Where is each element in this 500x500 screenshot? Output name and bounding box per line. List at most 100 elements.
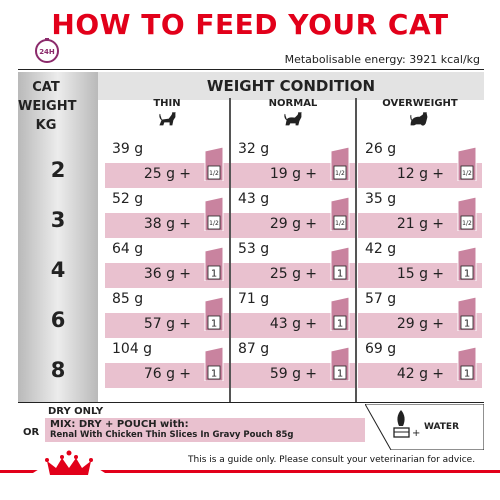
- pouch-icon: 1/2: [457, 147, 477, 181]
- plus-sign: +: [305, 366, 317, 382]
- plus-sign: +: [432, 216, 444, 232]
- metabolisable-energy: Metabolisable energy: 3921 kcal/kg: [284, 53, 480, 66]
- feeding-cell-6kg-normal: 71 g 43 g +1: [231, 288, 355, 338]
- weight-condition-band: [98, 72, 484, 100]
- column-header-normal: NORMAL: [268, 98, 318, 109]
- pouch-quantity: 1/2: [462, 170, 472, 177]
- mix-dry-amount: 57 g: [143, 316, 175, 332]
- pouch-icon: 1/2: [204, 147, 224, 181]
- feeding-cell-4kg-normal: 53 g 25 g +1: [231, 238, 355, 288]
- dry-amount: 43 g: [238, 191, 270, 207]
- overweight-cat-icon: [410, 112, 428, 126]
- mix-dry-amount: 38 g: [143, 216, 175, 232]
- pouch-quantity: 1: [211, 369, 217, 380]
- svg-text:+: +: [412, 428, 420, 439]
- pouch-quantity: 1/2: [335, 220, 345, 227]
- cat-weight-column: [18, 72, 98, 402]
- plus-sign: +: [305, 166, 317, 182]
- pouch-quantity: 1/2: [209, 220, 219, 227]
- feeding-cell-4kg-thin: 64 g 36 g +1: [105, 238, 229, 288]
- cat-weight-header: CAT WEIGHT KG: [18, 78, 77, 135]
- plus-sign: +: [305, 216, 317, 232]
- water-legend: +: [365, 404, 484, 450]
- clock-24h-icon: 24H: [35, 38, 59, 63]
- feeding-cell-2kg-thin: 39 g 25 g +1/2: [105, 138, 229, 188]
- pouch-icon: 1/2: [330, 197, 350, 231]
- pouch-quantity: 1: [464, 319, 470, 330]
- dry-amount: 64 g: [112, 241, 144, 257]
- pouch-icon: 1: [204, 347, 224, 381]
- mix-dry-amount: 25 g: [269, 266, 301, 282]
- pouch-icon: 1: [204, 247, 224, 281]
- pouch-icon: 1/2: [457, 197, 477, 231]
- pouch-quantity: 1: [464, 369, 470, 380]
- feeding-cell-6kg-thin: 85 g 57 g +1: [105, 288, 229, 338]
- feeding-cell-6kg-overweight: 57 g 29 g +1: [358, 288, 482, 338]
- pouch-icon: 1: [330, 347, 350, 381]
- dry-amount: 32 g: [238, 141, 270, 157]
- mix-dry-amount: 29 g: [269, 216, 301, 232]
- cat-weight-header-line3: KG: [35, 118, 57, 133]
- thin-cat-icon: [159, 112, 176, 126]
- plus-sign: +: [179, 366, 191, 382]
- pouch-quantity: 1: [337, 269, 343, 280]
- feeding-cell-2kg-overweight: 26 g 12 g +1/2: [358, 138, 482, 188]
- weight-label-2: 2: [50, 158, 66, 182]
- column-header-thin: THIN: [153, 98, 181, 109]
- plus-sign: +: [432, 366, 444, 382]
- feeding-cell-3kg-normal: 43 g 29 g +1/2: [231, 188, 355, 238]
- cat-weight-header-line2: WEIGHT: [18, 99, 77, 114]
- pouch-quantity: 1: [337, 369, 343, 380]
- pouch-quantity: 1: [464, 269, 470, 280]
- mix-dry-amount: 29 g: [396, 316, 428, 332]
- mix-dry-amount: 42 g: [396, 366, 428, 382]
- page-title: HOW TO FEED YOUR CAT: [51, 8, 449, 41]
- feeding-cell-3kg-overweight: 35 g 21 g +1/2: [358, 188, 482, 238]
- pouch-quantity: 1/2: [209, 170, 219, 177]
- mix-dry-amount: 43 g: [269, 316, 301, 332]
- disclaimer: This is a guide only. Please consult you…: [188, 455, 476, 465]
- pouch-quantity: 1/2: [335, 170, 345, 177]
- mix-dry-amount: 25 g: [143, 166, 175, 182]
- feeding-cell-4kg-overweight: 42 g 15 g +1: [358, 238, 482, 288]
- plus-sign: +: [305, 316, 317, 332]
- brand-crown-logo: [26, 450, 112, 478]
- legend-water: WATER: [424, 422, 460, 432]
- dry-amount: 39 g: [112, 141, 144, 157]
- pouch-icon: 1/2: [330, 147, 350, 181]
- pouch-icon: 1: [457, 297, 477, 331]
- weight-label-6: 6: [50, 308, 66, 332]
- mix-dry-amount: 36 g: [143, 266, 175, 282]
- dry-amount: 42 g: [365, 241, 397, 257]
- legend-mix-band: [45, 418, 365, 442]
- pouch-quantity: 1/2: [462, 220, 472, 227]
- legend-mix: MIX: DRY + POUCH with:: [50, 419, 189, 430]
- pouch-icon: 1: [204, 297, 224, 331]
- cat-weight-header-line1: CAT: [32, 80, 60, 95]
- weight-label-3: 3: [50, 208, 66, 232]
- feeding-cell-8kg-normal: 87 g 59 g +1: [231, 338, 355, 388]
- feeding-cell-8kg-thin: 104 g 76 g +1: [105, 338, 229, 388]
- column-header-overweight: OVERWEIGHT: [382, 98, 458, 109]
- clock-label: 24H: [39, 48, 55, 56]
- mix-dry-amount: 21 g: [396, 216, 428, 232]
- dry-amount: 35 g: [365, 191, 397, 207]
- top-divider: [18, 69, 484, 70]
- plus-sign: +: [179, 316, 191, 332]
- dry-amount: 85 g: [112, 291, 144, 307]
- mix-dry-amount: 12 g: [396, 166, 428, 182]
- feeding-cell-8kg-overweight: 69 g 42 g +1: [358, 338, 482, 388]
- weight-label-8: 8: [50, 358, 66, 382]
- legend-or: OR: [23, 427, 40, 438]
- dry-amount: 52 g: [112, 191, 144, 207]
- mix-dry-amount: 15 g: [396, 266, 428, 282]
- plus-sign: +: [432, 316, 444, 332]
- feeding-cell-2kg-normal: 32 g 19 g +1/2: [231, 138, 355, 188]
- dry-amount: 71 g: [238, 291, 270, 307]
- pouch-quantity: 1: [337, 319, 343, 330]
- pouch-icon: 1/2: [204, 197, 224, 231]
- pouch-quantity: 1: [211, 269, 217, 280]
- plus-sign: +: [432, 266, 444, 282]
- mix-dry-amount: 19 g: [269, 166, 301, 182]
- plus-sign: +: [432, 166, 444, 182]
